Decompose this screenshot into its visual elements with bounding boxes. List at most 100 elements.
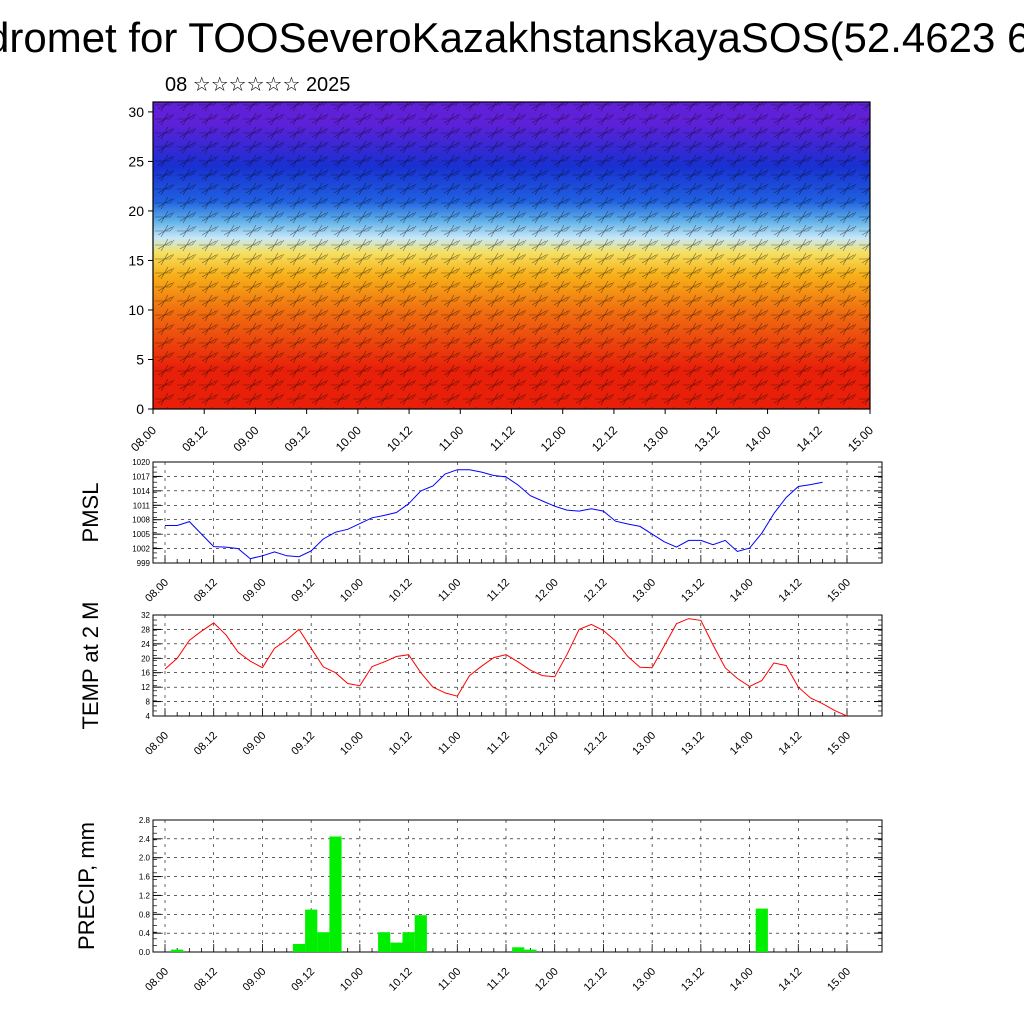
y-tick-label: 16	[141, 669, 150, 678]
x-tick-label: 15.00	[825, 966, 853, 994]
x-tick-label: 10.00	[338, 577, 366, 605]
precip-bar	[171, 949, 184, 952]
y-tick-label: 15	[128, 252, 144, 268]
x-tick-label: 12.00	[533, 577, 561, 605]
x-tick-label: 10.12	[387, 966, 415, 994]
y-tick-label: 8	[146, 698, 151, 707]
y-tick-label: 1008	[132, 516, 150, 525]
y-tick-label: 2.8	[139, 816, 151, 825]
precip-bar	[512, 947, 525, 952]
x-tick-label: 13.00	[630, 577, 658, 605]
precip-bar	[414, 915, 427, 952]
x-tick-label: 12.12	[582, 966, 610, 994]
x-tick-label: 13.12	[679, 577, 707, 605]
x-tick-label: 13.00	[630, 730, 658, 758]
y-axis-label: PMSL	[78, 483, 103, 543]
precip-bar	[524, 949, 537, 952]
y-tick-label: 1005	[132, 530, 150, 539]
temp-panel: 4 8 12 16 20 24 28 32 08.00 08.12 09.00 09.12 10.00 1…	[78, 602, 883, 758]
x-tick-label: 13.12	[679, 966, 707, 994]
precip-bar	[329, 836, 342, 952]
x-tick-label: 14.00	[728, 966, 756, 994]
y-tick-label: 1017	[132, 472, 150, 481]
x-tick-label: 11.12	[487, 423, 518, 454]
x-tick-label: 09.12	[289, 730, 317, 758]
vertical-section-panel: 0 5 10 15 20 25 30 08.00 08.12 09.00 09.12 10.00 10.…	[128, 101, 876, 454]
x-tick-label: 10.12	[384, 423, 415, 454]
plot-frame	[152, 461, 883, 564]
y-tick-label: 20	[128, 203, 144, 219]
y-tick-label: 1.6	[139, 873, 151, 882]
precip-bar	[317, 932, 330, 952]
x-tick-label: 09.12	[282, 423, 313, 454]
x-tick-label: 08.12	[179, 423, 210, 454]
x-tick-label: 13.00	[630, 966, 658, 994]
y-tick-label: 28	[141, 625, 150, 634]
precip-bar	[755, 908, 768, 952]
y-tick-label: 0.8	[139, 910, 151, 919]
precip-bar	[378, 932, 391, 952]
x-tick-label: 15.00	[845, 423, 876, 454]
y-tick-label: 10	[128, 302, 144, 318]
y-tick-label: 30	[128, 104, 144, 120]
x-tick-label: 12.12	[589, 423, 620, 454]
x-tick-label: 12.00	[538, 423, 569, 454]
x-tick-label: 09.00	[241, 730, 269, 758]
x-tick-label: 11.12	[485, 577, 512, 604]
y-tick-label: 0	[136, 401, 144, 417]
x-tick-label: 13.00	[640, 423, 671, 454]
y-axis-label: PRECIP, mm	[74, 822, 99, 950]
precip-bar	[390, 942, 403, 952]
y-tick-label: 4	[146, 712, 151, 721]
x-tick-label: 13.12	[679, 730, 707, 758]
chart-title: dromet for TOOSeveroKazakhstanskayaSOS(5…	[0, 14, 1024, 61]
y-tick-label: 1.2	[139, 891, 151, 900]
precip-panel: 0.0 0.4 0.8 1.2 1.6 2.0 2.4 2.8 08.00 08.12 09.00 0…	[74, 816, 883, 994]
x-tick-label: 14.00	[728, 730, 756, 758]
y-tick-label: 25	[128, 153, 144, 169]
x-tick-label: 12.12	[582, 577, 610, 605]
x-tick-label: 11.00	[436, 577, 463, 604]
x-tick-label: 15.00	[825, 730, 853, 758]
x-tick-label: 10.12	[387, 577, 415, 605]
x-tick-label: 11.00	[436, 966, 463, 993]
x-tick-label: 08.00	[128, 423, 159, 454]
x-tick-label: 10.00	[333, 423, 364, 454]
x-tick-label: 08.12	[192, 577, 220, 605]
x-tick-label: 10.00	[338, 966, 366, 994]
x-tick-label: 08.00	[143, 577, 171, 605]
x-tick-label: 14.12	[776, 966, 804, 994]
chart-subtitle: 08 ☆☆☆☆☆☆ 2025	[165, 74, 351, 96]
wind-barbs	[153, 102, 870, 409]
precip-bar	[305, 909, 318, 952]
x-tick-label: 11.12	[485, 730, 512, 757]
x-tick-label: 14.12	[776, 577, 804, 605]
x-tick-label: 11.00	[436, 423, 467, 454]
x-tick-label: 09.12	[289, 577, 317, 605]
y-tick-label: 1011	[133, 501, 151, 510]
x-tick-label: 10.00	[338, 730, 366, 758]
y-tick-label: 2.0	[139, 854, 151, 863]
y-tick-label: 2.4	[139, 835, 151, 844]
pmsl-panel: 999 1002 1005 1008 1011 1014 1017 1020 08.00 08.1…	[78, 458, 883, 605]
x-tick-label: 12.12	[582, 730, 610, 758]
precip-bar	[292, 944, 306, 952]
y-tick-label: 24	[141, 640, 150, 649]
x-tick-label: 10.12	[387, 730, 415, 758]
y-tick-label: 1002	[132, 545, 150, 554]
x-tick-label: 11.00	[436, 730, 463, 757]
precip-bar	[402, 932, 415, 952]
x-tick-label: 09.00	[230, 423, 261, 454]
temp-series-line	[164, 618, 848, 717]
x-tick-label: 14.12	[776, 730, 804, 758]
x-tick-label: 14.00	[728, 577, 756, 605]
x-tick-label: 13.12	[691, 423, 722, 454]
x-tick-label: 08.12	[192, 730, 220, 758]
y-tick-label: 5	[136, 351, 144, 367]
y-axis-label: TEMP at 2 M	[78, 602, 103, 730]
x-tick-label: 14.00	[743, 423, 774, 454]
y-tick-label: 12	[141, 683, 150, 692]
x-tick-label: 14.12	[794, 423, 825, 454]
y-tick-label: 1020	[132, 458, 150, 467]
